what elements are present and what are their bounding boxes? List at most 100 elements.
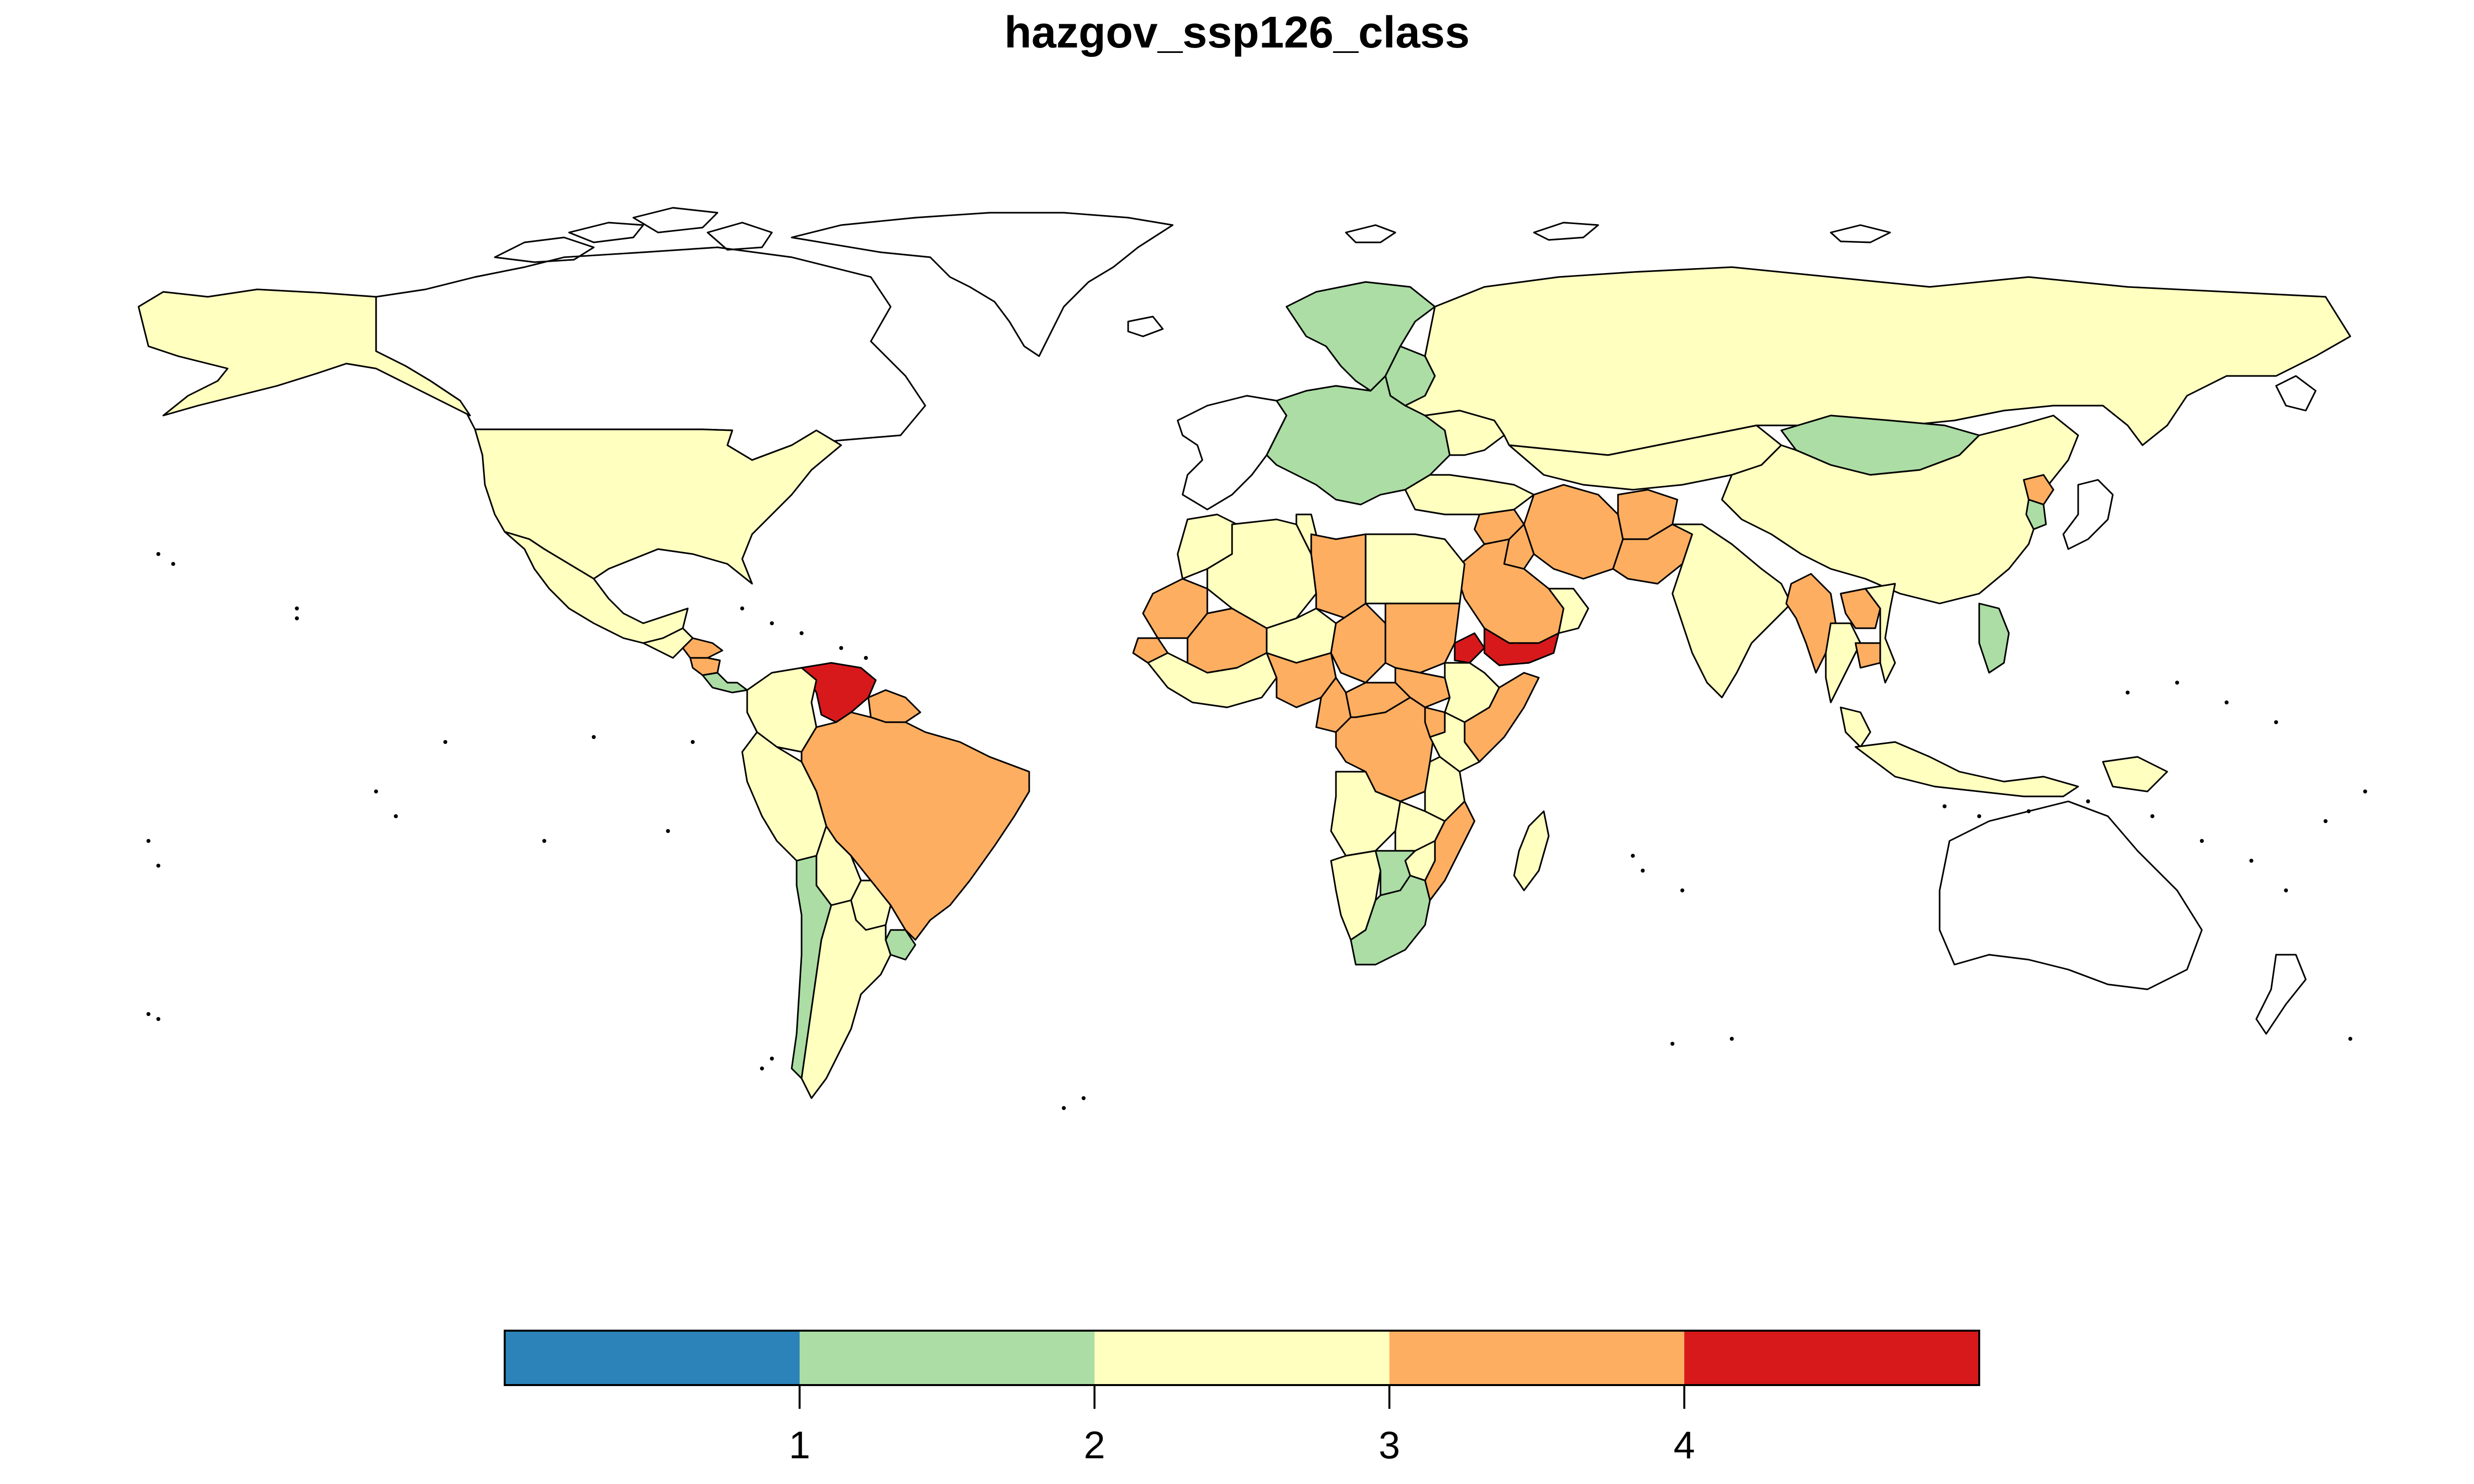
color-legend: 1 2 3 4 — [504, 1330, 1980, 1467]
island-dot — [2175, 681, 2179, 685]
legend-tick-label: 1 — [789, 1423, 810, 1467]
island-outline — [494, 236, 595, 263]
country-new-zealand — [2255, 954, 2307, 1035]
island-dot — [770, 621, 774, 625]
island-outline — [2275, 375, 2317, 412]
country-vietnam — [1864, 583, 1896, 684]
island-dot — [2225, 700, 2229, 704]
island-outline — [568, 222, 644, 243]
country-angola — [1330, 771, 1401, 857]
island-dot — [443, 740, 447, 744]
country-japan — [2062, 479, 2114, 550]
island-dot — [2200, 839, 2204, 843]
island-dot — [156, 1017, 160, 1021]
map-title: hazgov_ssp126_class — [1004, 8, 1470, 57]
country-western-europe — [1177, 395, 1287, 510]
island-dot — [2274, 720, 2278, 724]
island-dot — [2249, 859, 2253, 863]
country-south-africa — [1350, 875, 1431, 966]
island-dot — [156, 864, 160, 868]
legend-class-2 — [800, 1331, 1095, 1385]
island-dot — [2027, 809, 2031, 813]
island-outline — [1345, 224, 1396, 243]
legend-class-5 — [1684, 1331, 1980, 1385]
island-dot — [2150, 814, 2154, 818]
country-oman — [1548, 588, 1589, 634]
island-dot — [1062, 1106, 1066, 1110]
island-dot — [666, 829, 670, 833]
legend-tick-label: 2 — [1084, 1423, 1105, 1467]
legend-tick-label: 4 — [1673, 1423, 1695, 1467]
country-alaska — [138, 288, 471, 417]
island-dot — [592, 735, 596, 739]
island-outline — [707, 222, 773, 251]
country-indonesia — [1855, 741, 2079, 797]
island-outline — [1830, 224, 1891, 243]
island-outline — [1533, 222, 1599, 241]
world-map — [138, 207, 2351, 1099]
country-north-korea — [2023, 474, 2054, 506]
island-dot — [1631, 854, 1635, 858]
country-malaysia — [1840, 706, 1871, 748]
island-dot — [1943, 804, 1947, 808]
island-dot — [2348, 1037, 2352, 1041]
legend-frame — [504, 1330, 1980, 1386]
island-dot — [1670, 1042, 1674, 1046]
country-myanmar — [1785, 573, 1837, 674]
island-dot — [1730, 1037, 1734, 1041]
island-dot — [864, 656, 868, 660]
country-canada — [375, 246, 926, 461]
country-madagascar — [1513, 810, 1550, 891]
island-dot — [1641, 869, 1645, 873]
island-dot — [2086, 799, 2090, 803]
island-dots — [146, 552, 2367, 1110]
country-mexico — [504, 531, 689, 644]
island-dot — [839, 646, 843, 650]
island-dot — [2126, 691, 2130, 695]
island-dot — [1977, 814, 1981, 818]
island-dot — [1082, 1096, 1086, 1100]
island-dot — [2324, 819, 2328, 823]
island-dot — [770, 1057, 774, 1061]
island-outline — [1127, 316, 1164, 337]
country-argentina — [801, 899, 892, 1099]
country-chad — [1330, 603, 1386, 684]
island-dot — [740, 606, 744, 610]
country-uruguay — [885, 929, 916, 961]
island-dot — [800, 631, 804, 635]
country-yemen — [1483, 627, 1560, 666]
country-thailand — [1825, 622, 1861, 703]
island-dot — [1680, 888, 1684, 892]
island-dot — [156, 552, 160, 556]
legend-ticks: 1 2 3 4 — [789, 1385, 1695, 1467]
country-philippines — [1978, 603, 2010, 674]
island-dot — [146, 839, 150, 843]
island-dot — [374, 789, 378, 793]
country-libya — [1310, 533, 1367, 619]
country-eritrea — [1454, 632, 1485, 664]
country-greenland — [791, 212, 1174, 357]
country-ukraine — [1424, 410, 1505, 456]
island-dot — [171, 562, 175, 566]
legend-class-3 — [1094, 1331, 1390, 1385]
country-egypt — [1365, 533, 1466, 604]
country-turkey — [1404, 474, 1535, 515]
island-dot — [295, 616, 299, 620]
island-dot — [295, 606, 299, 610]
country-papua-new-guinea — [2102, 756, 2168, 792]
legend-class-4 — [1389, 1331, 1685, 1385]
country-south-korea — [2025, 499, 2047, 530]
island-outline — [632, 207, 718, 233]
country-india — [1671, 523, 1792, 698]
country-cambodia — [1855, 642, 1881, 669]
country-sudan — [1384, 603, 1461, 674]
island-dot — [691, 740, 695, 744]
island-dot — [760, 1067, 764, 1070]
island-dot — [394, 814, 398, 818]
legend-color-boxes — [505, 1331, 1980, 1385]
island-dot — [542, 839, 546, 843]
island-dot — [2284, 888, 2288, 892]
country-iran — [1523, 484, 1624, 580]
island-dot — [2363, 789, 2367, 793]
